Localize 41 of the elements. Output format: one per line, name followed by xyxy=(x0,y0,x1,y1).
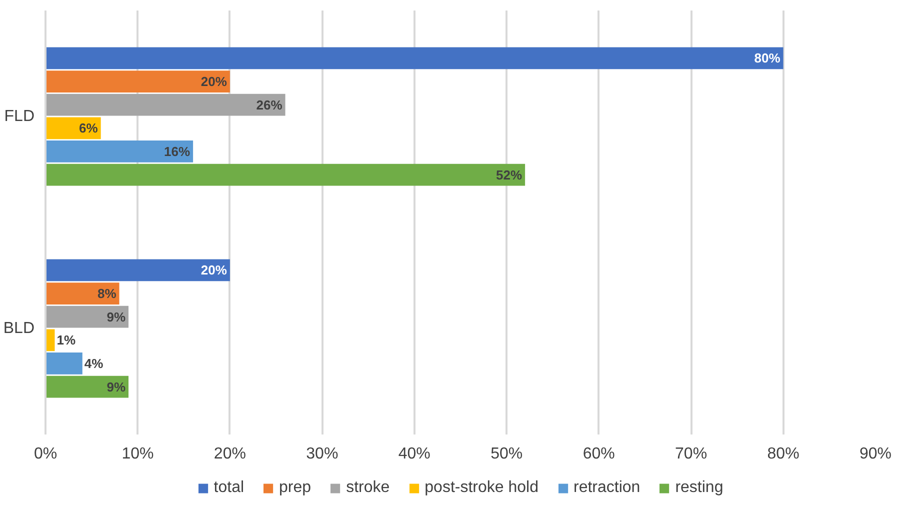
x-tick-label: 60% xyxy=(582,446,615,462)
data-label: 4% xyxy=(84,356,104,371)
data-label: 9% xyxy=(106,379,126,394)
legend-label: resting xyxy=(675,478,724,496)
bar xyxy=(46,282,120,304)
data-label: 52% xyxy=(496,167,522,182)
data-label: 80% xyxy=(754,50,781,66)
legend-label: post-stroke hold xyxy=(424,478,538,496)
y-tick-label: FLD xyxy=(4,108,35,125)
data-label: 6% xyxy=(79,120,98,136)
legend-label: stroke xyxy=(346,478,390,496)
data-label: 20% xyxy=(200,262,228,278)
bar xyxy=(46,376,128,398)
bar xyxy=(46,140,194,162)
legend-label: retraction xyxy=(573,478,640,496)
bar xyxy=(46,259,230,282)
x-tick-label: 10% xyxy=(122,446,154,462)
x-tick-label: 70% xyxy=(675,446,708,462)
bar xyxy=(46,164,526,186)
x-tick-label: 90% xyxy=(859,446,892,462)
x-tick-label: 50% xyxy=(490,446,523,462)
data-label: 1% xyxy=(56,332,76,348)
bar xyxy=(46,70,230,92)
bar xyxy=(46,352,82,374)
bar xyxy=(46,94,286,116)
x-tick-label: 80% xyxy=(767,446,800,462)
data-label: 9% xyxy=(106,309,126,324)
legend-label: prep xyxy=(279,478,312,496)
bar xyxy=(46,306,128,328)
data-label: 8% xyxy=(97,286,117,302)
x-tick-label: 30% xyxy=(306,446,338,462)
data-label: 20% xyxy=(200,74,228,90)
bar xyxy=(46,117,101,140)
y-tick-label: BLD xyxy=(3,320,34,337)
data-label: 26% xyxy=(256,97,283,112)
bar xyxy=(46,47,784,70)
legend-label: total xyxy=(214,478,244,496)
data-label: 16% xyxy=(164,144,190,159)
x-tick-label: 0% xyxy=(34,446,58,462)
x-tick-label: 40% xyxy=(398,446,430,462)
x-tick-label: 20% xyxy=(214,446,246,462)
